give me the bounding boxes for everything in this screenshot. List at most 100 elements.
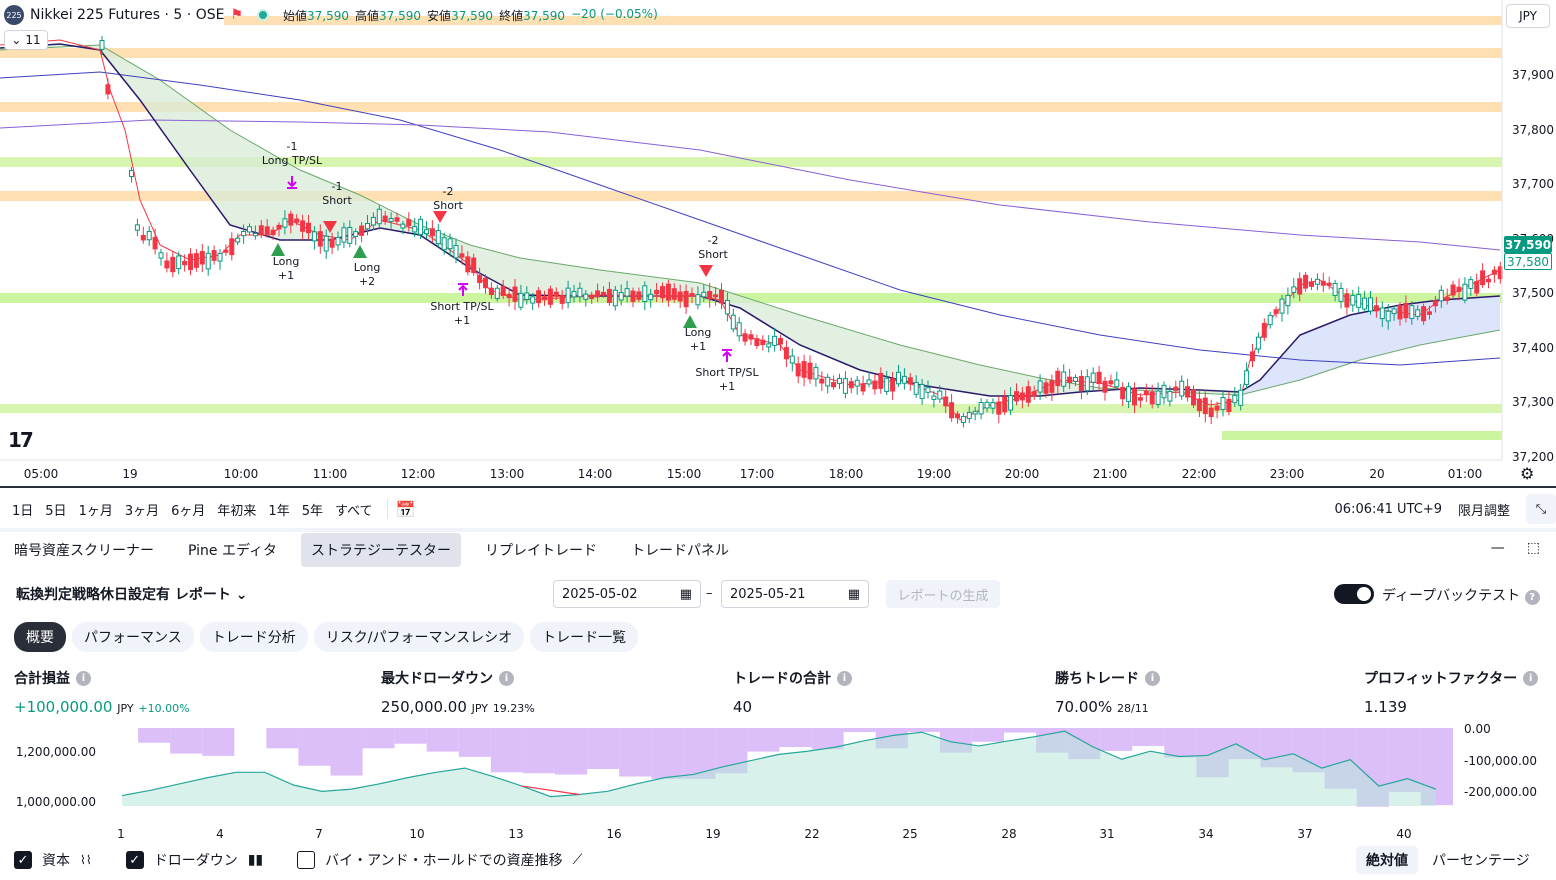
generate-report-button[interactable]: レポートの生成 (886, 580, 1000, 608)
contract-adjust[interactable]: 限月調整 (1457, 503, 1510, 519)
range-1y[interactable]: 1年 (268, 503, 290, 519)
tab-trade-panel[interactable]: トレードパネル (630, 543, 729, 559)
time-tick-label: 23:00 (1270, 467, 1305, 481)
tab-pine-editor[interactable]: Pine エディタ (188, 543, 277, 559)
help-icon[interactable]: ? (1524, 590, 1540, 605)
date-to-input[interactable]: 2025-05-21 ▦ (721, 580, 869, 608)
candle-body (1255, 336, 1261, 350)
mode-absolute-button[interactable]: 絶対値 (1356, 846, 1418, 874)
flag-icon[interactable]: ⚑ (230, 7, 244, 23)
range-3m[interactable]: 3ヶ月 (124, 503, 160, 519)
time-tick-label: 17:00 (740, 467, 775, 481)
price-chart[interactable]: -1 Long TP/SL -1 Short -2 Short Long +1 Long +2 Sh… (0, 0, 1556, 488)
drawdown-axis-label: 0.00 (1464, 724, 1491, 736)
indicator-toggle[interactable]: ⌄ 11 (4, 30, 48, 50)
drawdown-bar (522, 728, 555, 774)
time-axis[interactable]: 05:00 19 10:00 11:00 12:00 13:00 14:00 15:00 17:… (24, 467, 1483, 481)
subtab-performance[interactable]: パフォーマンス (72, 622, 194, 652)
time-tick-label: 19 (122, 467, 137, 481)
trade-number-tick: 19 (705, 827, 720, 841)
clock[interactable]: 06:06:41 UTC+9 (1334, 501, 1442, 517)
candle-body (736, 322, 742, 337)
panel-separator[interactable] (0, 528, 1556, 532)
candle-body (536, 290, 542, 304)
drawdown-checkbox[interactable]: ✓ (125, 851, 144, 869)
subtab-trade-analysis[interactable]: トレード分析 (199, 622, 308, 652)
trade-number-tick: 16 (606, 827, 621, 841)
range-ytd[interactable]: 年初来 (217, 503, 257, 519)
range-1d[interactable]: 1日 (12, 503, 34, 519)
candle-body (311, 231, 317, 242)
candle-body (660, 286, 665, 299)
trade-number-tick: 1 (117, 827, 125, 841)
candle-body (477, 275, 483, 284)
candle-body (1073, 376, 1078, 382)
date-from-input[interactable]: 2025-05-02 ▦ (553, 580, 701, 608)
candle-body (488, 287, 494, 296)
metric-extra: 19.23% (492, 702, 535, 715)
range-all[interactable]: すべて (334, 503, 373, 519)
mode-percent-button[interactable]: パーセンテージ (1432, 853, 1530, 869)
candle-body (1474, 281, 1480, 294)
metric-unit: JPY (117, 702, 134, 715)
equity-line (121, 730, 1437, 798)
price-tick-label: 37,700 (1512, 177, 1554, 191)
maximize-icon[interactable]: ⬚ (1526, 540, 1540, 556)
candle-body (1379, 307, 1385, 320)
minimize-icon[interactable]: — (1490, 540, 1505, 556)
calendar-icon[interactable]: ▦ (847, 587, 860, 602)
open-value: 37,590 (307, 8, 350, 23)
tradingview-logo[interactable]: 17 (8, 428, 34, 452)
trade-label: +2 (359, 275, 375, 288)
sell-signal-icon (699, 265, 713, 277)
collapse-panel-icon[interactable]: ⤡ (1526, 494, 1556, 524)
trade-number-tick: 7 (315, 827, 323, 841)
tab-replay-trade[interactable]: リプレイトレード (484, 543, 597, 559)
bottom-panel-tabs: 暗号資産スクリーナー Pine エディタ ストラテジーテスター リプレイトレード… (0, 532, 749, 568)
currency-button[interactable]: JPY (1506, 4, 1550, 28)
support-zone (0, 157, 1502, 167)
equity-checkbox[interactable]: ✓ (14, 851, 32, 869)
report-title[interactable]: 転換判定戦略休日設定有 レポート ⌄ (16, 584, 247, 604)
trade-label: Short TP/SL (430, 300, 494, 313)
range-1m[interactable]: 1ヶ月 (78, 503, 113, 519)
candle-body (435, 230, 441, 245)
symbol-title[interactable]: Nikkei 225 Futures · 5 · OSE (30, 7, 225, 23)
info-icon[interactable]: i (1523, 670, 1539, 686)
drawdown-bar (394, 728, 427, 744)
calendar-range-icon[interactable]: 📅 (395, 499, 416, 519)
subtab-trade-list[interactable]: トレード一覧 (530, 622, 639, 652)
info-icon[interactable]: i (1145, 670, 1160, 686)
range-5y[interactable]: 5年 (301, 503, 323, 519)
info-icon[interactable]: i (499, 670, 514, 686)
exit-arrow-icon (458, 283, 468, 296)
equity-drawdown-chart[interactable]: 1,200,000.00 1,000,000.00 0.00 -100,000.00 -… (0, 724, 1556, 842)
candle-body (146, 231, 152, 241)
candle-body (1491, 269, 1497, 275)
ma-cloud (0, 44, 1500, 396)
buy-hold-checkbox[interactable] (297, 851, 316, 869)
drawdown-bar (1164, 728, 1197, 758)
candle-body (701, 291, 707, 298)
time-tick-label: 13:00 (490, 467, 525, 481)
candle-body (223, 249, 229, 253)
report-row: 転換判定戦略休日設定有 レポート ⌄ 2025-05-02 ▦ – 2025-0… (0, 578, 1556, 610)
candle-body (400, 223, 406, 229)
info-icon[interactable]: i (76, 670, 91, 686)
gear-icon[interactable]: ⚙ (1520, 464, 1535, 483)
subtab-risk-ratio[interactable]: リスク/パフォーマンスレシオ (313, 622, 525, 652)
deep-backtest-toggle[interactable] (1334, 584, 1374, 604)
candle-body (949, 402, 955, 419)
range-6m[interactable]: 6ヶ月 (171, 503, 206, 519)
candle-body (1149, 391, 1155, 405)
range-5d[interactable]: 5日 (45, 503, 67, 519)
calendar-icon[interactable]: ▦ (679, 587, 692, 602)
time-tick-label: 01:00 (1448, 467, 1483, 481)
candle-body (429, 228, 435, 237)
info-icon[interactable]: i (837, 670, 852, 686)
tab-crypto-screener[interactable]: 暗号資産スクリーナー (14, 543, 154, 559)
tab-strategy-tester[interactable]: ストラテジーテスター (300, 533, 461, 567)
market-status-icon[interactable] (257, 9, 270, 21)
subtab-overview[interactable]: 概要 (14, 622, 66, 652)
